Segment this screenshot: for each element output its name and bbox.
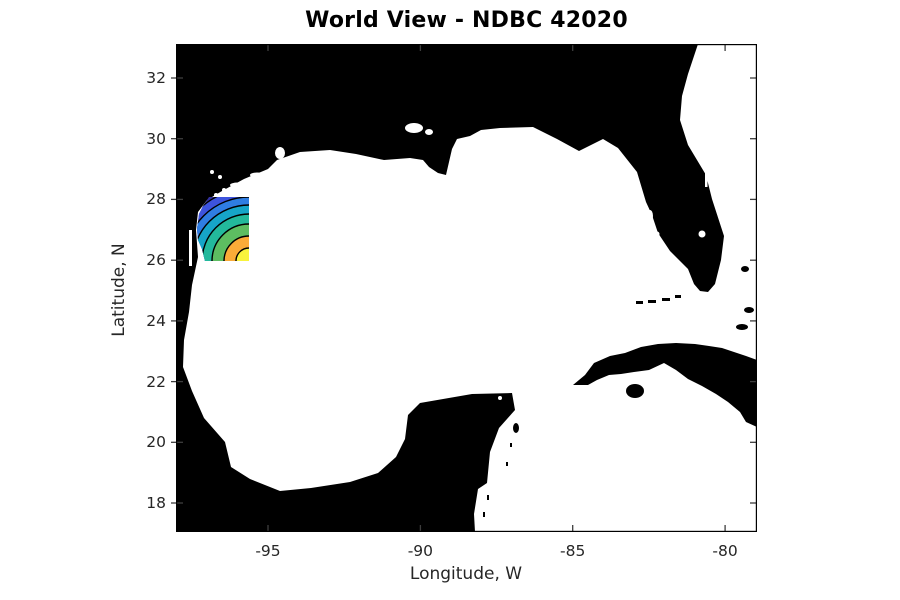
bahamas-island bbox=[744, 307, 754, 313]
y-tick-label: 32 bbox=[146, 69, 166, 87]
lake-or-bay bbox=[275, 147, 285, 159]
y-tick-label: 24 bbox=[146, 311, 166, 330]
y-tick-label: 18 bbox=[146, 494, 166, 512]
bahamas-island bbox=[741, 266, 749, 272]
lake-or-bay bbox=[186, 342, 190, 346]
florida-keys bbox=[648, 300, 656, 303]
lake-or-bay bbox=[184, 355, 188, 359]
plot-title: World View - NDBC 42020 bbox=[305, 8, 628, 33]
lake-or-bay bbox=[647, 210, 653, 222]
belize-cay bbox=[487, 495, 489, 500]
x-tick-label: -80 bbox=[712, 542, 738, 560]
lake-or-bay bbox=[498, 396, 502, 400]
lake-or-bay bbox=[705, 172, 708, 187]
x-tick-label: -90 bbox=[407, 542, 434, 560]
y-axis-label: Latitude, N bbox=[109, 243, 129, 337]
axes-box bbox=[176, 44, 757, 532]
lake-or-bay bbox=[230, 182, 246, 188]
caribbean-islet bbox=[506, 462, 508, 466]
florida-keys bbox=[662, 298, 670, 301]
lake-or-bay bbox=[222, 188, 226, 192]
lake-or-bay bbox=[189, 230, 192, 266]
contour-band bbox=[211, 223, 249, 261]
y-tick-label: 20 bbox=[146, 433, 166, 452]
y-tick-label: 28 bbox=[146, 190, 166, 209]
y-tick-label: 22 bbox=[146, 372, 166, 391]
florida-keys bbox=[675, 295, 681, 298]
lake-or-bay bbox=[214, 193, 218, 197]
lake-or-bay bbox=[210, 170, 214, 174]
lake-or-bay bbox=[405, 123, 423, 133]
gulf-of-mexico-map bbox=[171, 44, 757, 532]
lake-or-bay bbox=[218, 175, 222, 179]
lake-or-bay bbox=[250, 172, 264, 178]
plot-area bbox=[171, 44, 757, 532]
cozumel-island bbox=[513, 423, 519, 433]
lake-or-bay bbox=[698, 230, 706, 238]
x-axis-label: Longitude, W bbox=[409, 564, 523, 584]
x-tick-label: -95 bbox=[255, 542, 281, 560]
y-tick-label: 26 bbox=[146, 251, 166, 270]
x-tick-label: -85 bbox=[560, 542, 586, 560]
contour-band bbox=[235, 247, 249, 261]
gulf-water bbox=[183, 44, 757, 532]
florida-keys bbox=[636, 301, 643, 304]
lake-or-bay bbox=[425, 129, 433, 135]
y-tick-label: 30 bbox=[146, 129, 166, 148]
lake-or-bay bbox=[654, 231, 660, 237]
cuba-island bbox=[573, 343, 757, 427]
bahamas-island bbox=[736, 324, 748, 330]
isla-de-la-juventud bbox=[626, 384, 644, 398]
caribbean-islet bbox=[510, 443, 512, 447]
belize-cay bbox=[483, 512, 485, 517]
contour-patch bbox=[197, 197, 249, 261]
contour-band bbox=[223, 235, 249, 261]
